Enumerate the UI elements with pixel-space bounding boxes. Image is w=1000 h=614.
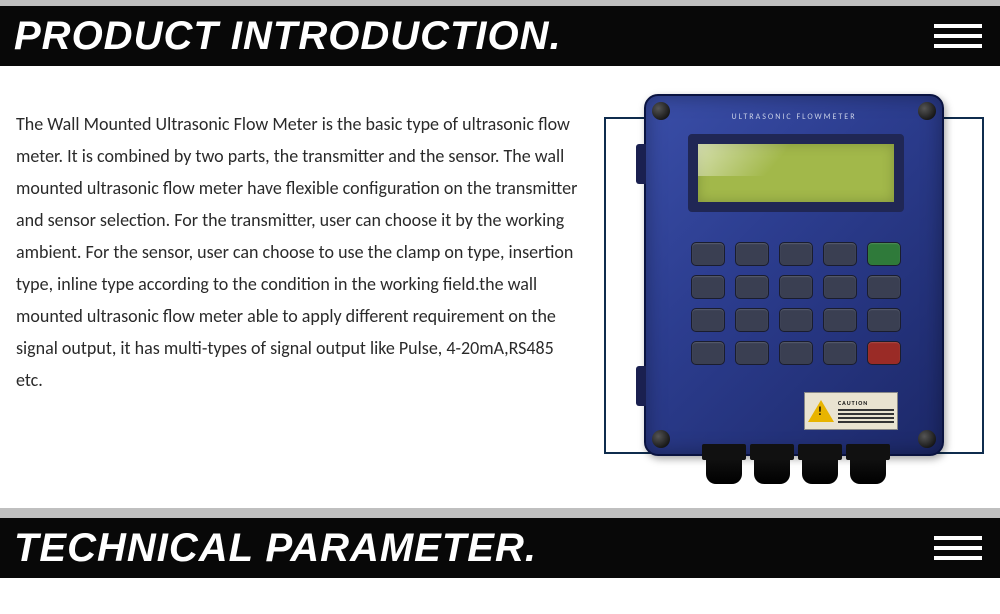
- keypad-key: [779, 275, 813, 299]
- warning-text-lines: CAUTION: [838, 399, 894, 423]
- keypad-key: [735, 308, 769, 332]
- keypad-key: [823, 242, 857, 266]
- keypad-key: [867, 308, 901, 332]
- device-keypad: [691, 242, 901, 365]
- section-header-intro: PRODUCT INTRODUCTION.: [0, 6, 1000, 66]
- warning-triangle-icon: [808, 400, 834, 422]
- product-image-area: ULTRASONIC FLOWMETER CAUTION: [604, 94, 984, 480]
- keypad-key: [735, 275, 769, 299]
- cable-glands: [706, 444, 886, 484]
- cable-gland: [754, 444, 790, 484]
- screw-icon: [652, 430, 670, 448]
- section-title-intro: PRODUCT INTRODUCTION.: [14, 14, 562, 59]
- keypad-key: [779, 308, 813, 332]
- keypad-key: [691, 341, 725, 365]
- keypad-key: [867, 341, 901, 365]
- keypad-key: [691, 275, 725, 299]
- keypad-key: [735, 341, 769, 365]
- keypad-key: [691, 242, 725, 266]
- device-label-text: ULTRASONIC FLOWMETER: [646, 112, 942, 122]
- keypad-key: [735, 242, 769, 266]
- device-lcd-screen: [688, 134, 904, 212]
- product-description: The Wall Mounted Ultrasonic Flow Meter i…: [16, 94, 580, 480]
- keypad-key: [779, 242, 813, 266]
- keypad-key: [867, 275, 901, 299]
- flow-meter-illustration: ULTRASONIC FLOWMETER CAUTION: [644, 94, 944, 456]
- menu-icon[interactable]: [934, 24, 982, 48]
- device-body: ULTRASONIC FLOWMETER CAUTION: [644, 94, 944, 456]
- device-hinge: [636, 366, 646, 406]
- section-header-tech: TECHNICAL PARAMETER.: [0, 518, 1000, 578]
- warning-title: CAUTION: [838, 399, 894, 407]
- section-divider-strip: [0, 508, 1000, 518]
- keypad-key: [691, 308, 725, 332]
- keypad-key: [823, 275, 857, 299]
- intro-content: The Wall Mounted Ultrasonic Flow Meter i…: [0, 66, 1000, 508]
- section-title-tech: TECHNICAL PARAMETER.: [14, 526, 537, 571]
- screw-icon: [918, 430, 936, 448]
- menu-icon[interactable]: [934, 536, 982, 560]
- cable-gland: [850, 444, 886, 484]
- keypad-key: [823, 308, 857, 332]
- cable-gland: [706, 444, 742, 484]
- keypad-key: [823, 341, 857, 365]
- warning-label: CAUTION: [804, 392, 898, 430]
- cable-gland: [802, 444, 838, 484]
- keypad-key: [779, 341, 813, 365]
- keypad-key: [867, 242, 901, 266]
- device-hinge: [636, 144, 646, 184]
